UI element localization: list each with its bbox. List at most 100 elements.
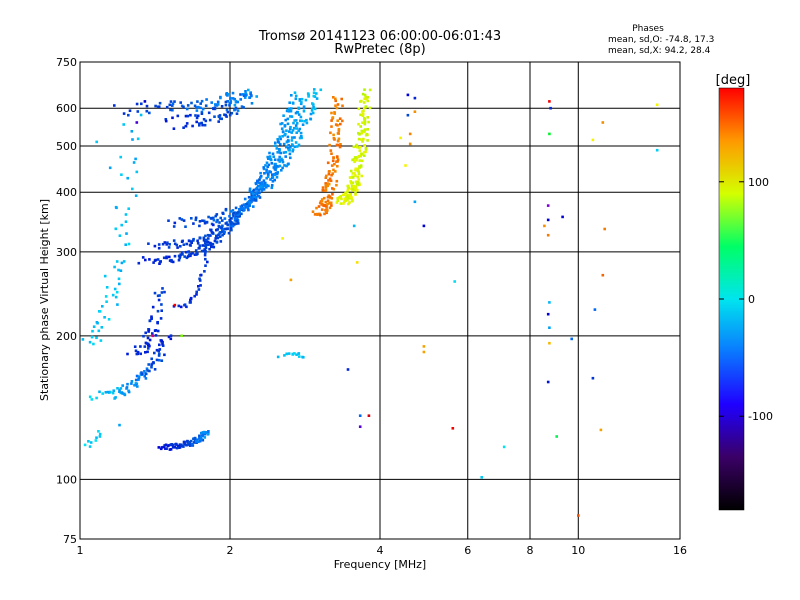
trace-point bbox=[112, 389, 115, 392]
trace-point bbox=[330, 204, 333, 207]
trace-point bbox=[184, 250, 188, 254]
trace-point bbox=[294, 124, 298, 127]
y-tick-label: 200 bbox=[56, 330, 77, 343]
trace-point bbox=[190, 217, 193, 220]
trace-point bbox=[180, 240, 184, 243]
trace-point bbox=[204, 238, 208, 242]
trace-point bbox=[366, 133, 369, 137]
trace-point bbox=[145, 104, 149, 108]
trace-point bbox=[215, 236, 219, 239]
trace-point bbox=[348, 201, 351, 204]
trace-point bbox=[363, 93, 367, 97]
trace-point bbox=[337, 129, 341, 132]
trace-point bbox=[215, 240, 219, 244]
trace-point bbox=[146, 336, 150, 340]
trace-point bbox=[218, 117, 222, 120]
trace-point bbox=[94, 439, 98, 442]
trace-point bbox=[327, 172, 331, 176]
scatter-point bbox=[591, 376, 595, 380]
trace-point bbox=[148, 111, 151, 115]
trace-point bbox=[147, 328, 150, 331]
trace-point bbox=[212, 216, 215, 220]
scatter-point bbox=[404, 164, 407, 167]
trace-point bbox=[270, 184, 274, 187]
trace-point bbox=[306, 92, 310, 95]
trace-point bbox=[366, 139, 369, 142]
trace-point bbox=[243, 96, 247, 99]
trace-point bbox=[283, 133, 286, 137]
trace-point bbox=[229, 224, 232, 228]
trace-point bbox=[157, 349, 160, 353]
trace-point bbox=[311, 111, 315, 115]
trace-point bbox=[188, 243, 192, 247]
trace-point bbox=[118, 390, 121, 393]
trace-point bbox=[265, 176, 268, 180]
trace-point bbox=[319, 88, 323, 92]
trace-point bbox=[288, 101, 291, 104]
trace-point bbox=[156, 321, 159, 324]
trace-point bbox=[160, 446, 164, 449]
trace-point bbox=[212, 107, 215, 111]
trace-point bbox=[368, 88, 372, 92]
trace-point bbox=[144, 258, 147, 262]
trace-point bbox=[167, 246, 171, 249]
trace-point bbox=[177, 304, 181, 308]
trace-point bbox=[172, 225, 176, 228]
trace-point bbox=[349, 195, 353, 198]
scatter-point bbox=[480, 476, 483, 479]
trace-point bbox=[265, 161, 269, 165]
trace-point bbox=[324, 188, 328, 192]
x-axis-ticks: 1 2 4 6 8 10 16 bbox=[77, 544, 688, 557]
trace-point bbox=[228, 219, 231, 222]
trace-point bbox=[346, 184, 350, 188]
trace-point bbox=[315, 97, 319, 100]
trace-point bbox=[224, 113, 227, 117]
trace-point bbox=[218, 232, 221, 236]
scatter-point bbox=[413, 200, 417, 204]
trace-point bbox=[215, 228, 218, 232]
y-tick-label: 100 bbox=[56, 473, 77, 486]
trace-point bbox=[88, 445, 92, 448]
trace-point bbox=[349, 169, 353, 173]
trace-point bbox=[242, 94, 246, 97]
trace-point bbox=[278, 164, 282, 168]
trace-point bbox=[249, 94, 253, 98]
scatter-point bbox=[422, 350, 426, 354]
trace-point bbox=[276, 138, 279, 141]
trace-point bbox=[150, 315, 153, 318]
trace-point bbox=[359, 154, 362, 158]
trace-point bbox=[252, 199, 256, 202]
trace-point bbox=[89, 441, 93, 444]
trace-point bbox=[293, 352, 296, 355]
trace-point bbox=[160, 309, 163, 312]
scatter-point bbox=[577, 514, 580, 517]
trace-point bbox=[226, 100, 229, 103]
trace-point bbox=[130, 130, 134, 133]
trace-point bbox=[204, 257, 207, 261]
trace-point bbox=[363, 120, 367, 124]
trace-point bbox=[336, 103, 340, 106]
trace-point bbox=[127, 242, 131, 246]
trace-point bbox=[357, 131, 360, 135]
trace-point bbox=[279, 122, 282, 126]
trace-point bbox=[153, 368, 157, 371]
trace-point bbox=[219, 96, 222, 100]
trace-point bbox=[312, 91, 316, 94]
trace-point bbox=[280, 122, 284, 125]
trace-point bbox=[352, 184, 356, 188]
trace-point bbox=[366, 116, 369, 119]
trace-point bbox=[116, 303, 119, 306]
trace-point bbox=[153, 259, 157, 262]
trace-point bbox=[326, 202, 329, 206]
trace-point bbox=[186, 104, 190, 107]
trace-point bbox=[201, 244, 204, 247]
trace-point bbox=[166, 241, 169, 244]
trace-point bbox=[145, 109, 149, 113]
trace-point bbox=[171, 104, 174, 107]
trace-point bbox=[259, 181, 262, 185]
trace-point bbox=[364, 95, 368, 99]
trace-point bbox=[270, 162, 274, 165]
y-tick-label: 300 bbox=[56, 246, 77, 259]
y-axis-label: Stationary phase Virtual Height [km] bbox=[38, 199, 51, 401]
